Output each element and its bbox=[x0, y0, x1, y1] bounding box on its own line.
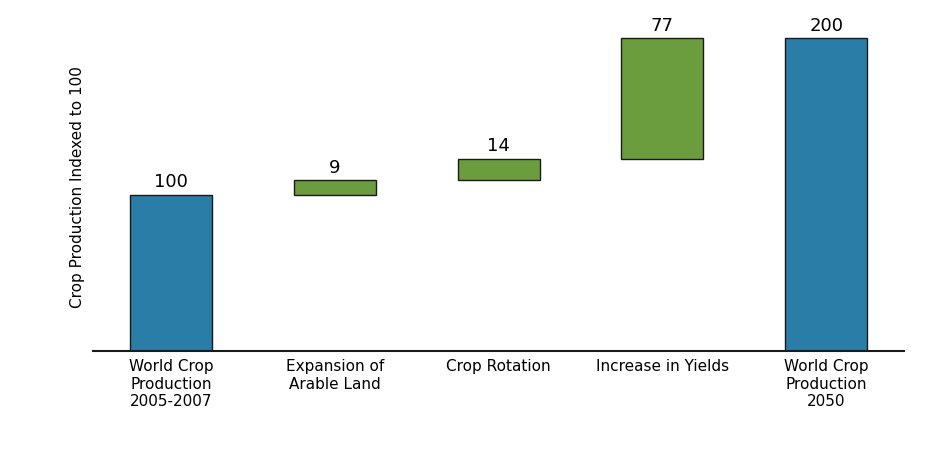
Text: 14: 14 bbox=[487, 137, 510, 155]
Text: 200: 200 bbox=[809, 17, 843, 35]
Text: 100: 100 bbox=[154, 173, 188, 191]
Bar bbox=[294, 180, 376, 194]
Bar bbox=[130, 194, 212, 351]
Bar bbox=[786, 38, 867, 351]
Text: 77: 77 bbox=[651, 17, 674, 35]
Bar bbox=[458, 158, 540, 180]
Bar bbox=[622, 38, 704, 158]
Text: 9: 9 bbox=[329, 159, 340, 177]
Y-axis label: Crop Production Indexed to 100: Crop Production Indexed to 100 bbox=[70, 66, 85, 308]
